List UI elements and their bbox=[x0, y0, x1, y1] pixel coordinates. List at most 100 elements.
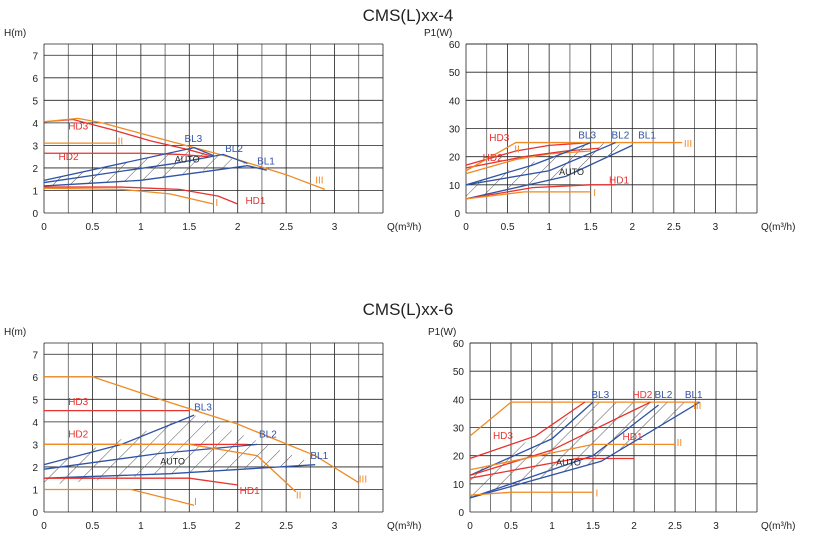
y-tick-label: 2 bbox=[32, 463, 38, 474]
series-label-iii: III bbox=[693, 401, 701, 412]
y-tick-label: 50 bbox=[453, 367, 465, 378]
series-label-hd2: HD2 bbox=[59, 152, 79, 163]
x-tick-label: 2 bbox=[631, 521, 637, 532]
series-label-hd1: HD1 bbox=[609, 175, 629, 186]
series-line-i bbox=[469, 491, 593, 496]
y-tick-label: 50 bbox=[449, 68, 461, 79]
series-line-bl1 bbox=[469, 401, 700, 499]
series-label-bl1: BL1 bbox=[257, 157, 275, 168]
series-label-i: I bbox=[595, 489, 598, 500]
y-tick-label: 5 bbox=[32, 395, 38, 406]
series-label-hd1: HD1 bbox=[623, 432, 643, 443]
series-label-bl1: BL1 bbox=[310, 451, 328, 462]
series-line-bl2 bbox=[469, 404, 659, 499]
y-tick-label: 10 bbox=[449, 181, 461, 192]
y-axis-label: P1(W) bbox=[428, 327, 456, 338]
series-line-iii bbox=[465, 141, 683, 172]
series-label-bl1: BL1 bbox=[638, 130, 656, 141]
y-tick-label: 4 bbox=[32, 418, 38, 429]
series-label-bl2: BL2 bbox=[612, 130, 630, 141]
x-tick-label: 0.5 bbox=[85, 521, 99, 532]
x-tick-label: 0 bbox=[467, 521, 473, 532]
series-line-ii bbox=[465, 150, 591, 175]
x-axis-label: Q(m³/h) bbox=[387, 521, 421, 532]
series-line-bl2 bbox=[43, 443, 258, 470]
x-tick-label: 3 bbox=[332, 222, 338, 233]
y-tick-label: 1 bbox=[32, 485, 38, 496]
x-tick-label: 2 bbox=[235, 521, 241, 532]
y-axis-label: H(m) bbox=[4, 327, 26, 338]
series-label-ii: II bbox=[677, 438, 683, 449]
x-tick-label: 3 bbox=[713, 222, 719, 233]
series-label-hd3: HD3 bbox=[493, 431, 513, 442]
x-tick-label: 3 bbox=[713, 521, 719, 532]
x-tick-label: 1.5 bbox=[182, 222, 196, 233]
series-line-i bbox=[465, 191, 591, 200]
x-tick-label: 0 bbox=[41, 222, 47, 233]
series-line-iii bbox=[469, 401, 700, 437]
series-line-hd3 bbox=[469, 401, 586, 460]
x-tick-label: 2 bbox=[630, 222, 636, 233]
y-tick-label: 0 bbox=[454, 209, 460, 220]
y-tick-label: 4 bbox=[32, 119, 38, 130]
y-tick-label: 6 bbox=[32, 74, 38, 85]
y-tick-label: 3 bbox=[32, 440, 38, 451]
x-tick-label: 0 bbox=[463, 222, 469, 233]
series-line-hd2 bbox=[469, 401, 651, 477]
series-label-hd1: HD1 bbox=[240, 486, 260, 497]
series-line-bl2 bbox=[43, 153, 248, 184]
operating-range-hatch bbox=[44, 415, 316, 485]
y-tick-label: 20 bbox=[449, 153, 461, 164]
series-label-ii: II bbox=[118, 136, 124, 147]
x-axis-label: Q(m³/h) bbox=[387, 222, 421, 233]
series-line-bl3 bbox=[465, 141, 591, 186]
y-tick-label: 40 bbox=[453, 395, 465, 406]
y-tick-label: 1 bbox=[32, 186, 38, 197]
series-label-i: I bbox=[215, 198, 218, 209]
series-line-i bbox=[44, 488, 195, 506]
series-line-hd1 bbox=[44, 477, 238, 486]
y-tick-label: 20 bbox=[453, 452, 465, 463]
x-tick-label: 1 bbox=[549, 521, 555, 532]
y-axis-label: P1(W) bbox=[424, 28, 452, 39]
chart-panel-4: 0 10 20 30 40 50 60 0 0.5 1 1.5 2 2.5 3 P1(W) Q(m³/h) BL… bbox=[428, 327, 795, 532]
series-label-iii: III bbox=[684, 139, 692, 150]
chart-panel-1: 0 1 2 3 4 5 6 7 0 0.5 1 1.5 2 2.5 3 H(m) Q(m³/h) HD3 II BL3… bbox=[4, 28, 421, 233]
x-axis-label: Q(m³/h) bbox=[761, 521, 795, 532]
series-label-auto: AUTO bbox=[556, 458, 581, 468]
series-label-hd1: HD1 bbox=[245, 196, 265, 207]
series-label-hd3: HD3 bbox=[68, 122, 88, 133]
series-label-bl3: BL3 bbox=[578, 130, 596, 141]
series-label-auto: AUTO bbox=[160, 457, 185, 467]
series-line-i bbox=[43, 187, 214, 205]
x-tick-label: 1.5 bbox=[182, 521, 196, 532]
x-tick-label: 2.5 bbox=[279, 222, 293, 233]
y-tick-label: 10 bbox=[453, 480, 465, 491]
series-label-ii: II bbox=[296, 490, 302, 501]
operating-range-hatch bbox=[470, 402, 700, 498]
series-label-i: I bbox=[194, 497, 197, 508]
y-tick-label: 2 bbox=[32, 164, 38, 175]
series-label-hd2: HD2 bbox=[483, 153, 503, 164]
x-tick-label: 2 bbox=[235, 222, 241, 233]
x-tick-label: 1 bbox=[546, 222, 552, 233]
series-line-bl1 bbox=[465, 144, 633, 200]
series-line-bl1 bbox=[43, 165, 267, 187]
series-label-bl3: BL3 bbox=[184, 134, 202, 145]
series-label-iii: III bbox=[359, 475, 367, 486]
y-tick-label: 30 bbox=[449, 125, 461, 136]
x-tick-label: 1.5 bbox=[586, 521, 600, 532]
y-tick-label: 30 bbox=[453, 424, 465, 435]
operating-range-hatch bbox=[44, 147, 248, 186]
series-label-hd2: HD2 bbox=[68, 430, 88, 441]
series-label-iii: III bbox=[315, 176, 323, 187]
y-tick-label: 7 bbox=[32, 350, 38, 361]
series-label-hd3: HD3 bbox=[489, 133, 509, 144]
chart-panel-2: 0 10 20 30 40 50 60 0 0.5 1 1.5 2 2.5 3 P1(W) Q(m³/h) HD… bbox=[424, 28, 795, 233]
y-tick-label: 40 bbox=[449, 96, 461, 107]
series-label-bl1: BL1 bbox=[685, 390, 703, 401]
y-tick-label: 5 bbox=[32, 96, 38, 107]
series-line-bl3 bbox=[469, 401, 594, 476]
y-axis-label: H(m) bbox=[4, 28, 26, 39]
